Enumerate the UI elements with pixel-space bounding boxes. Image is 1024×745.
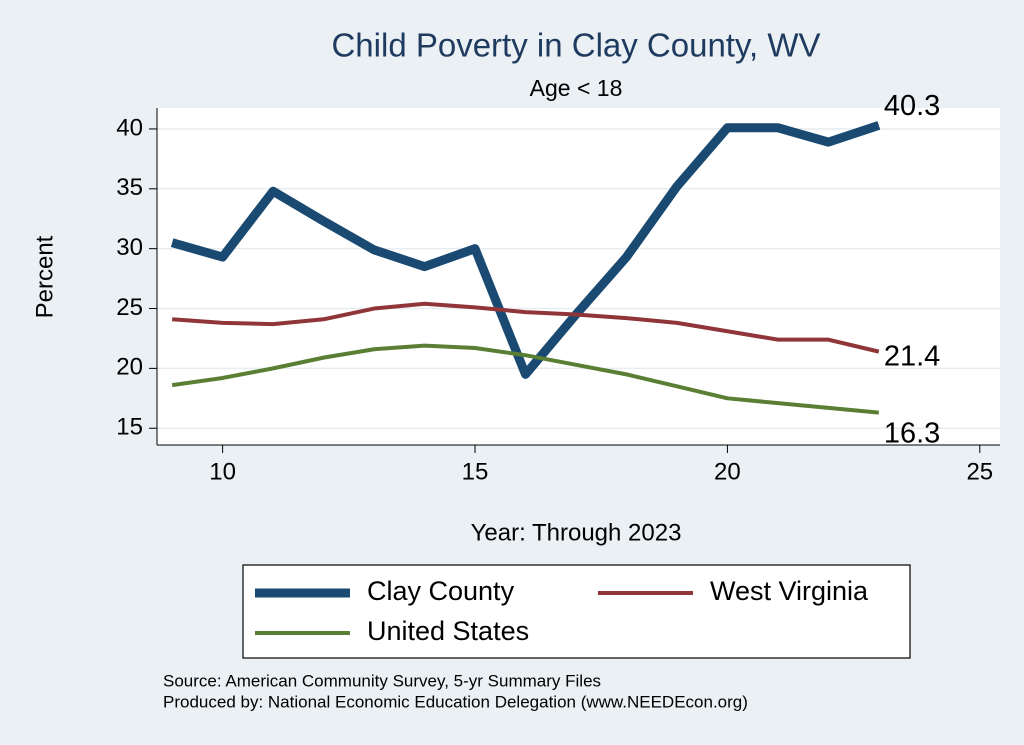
chart-title: Child Poverty in Clay County, WV xyxy=(331,27,820,64)
legend-label: Clay County xyxy=(367,576,515,606)
end-label: 21.4 xyxy=(884,340,940,372)
y-tick-label: 30 xyxy=(116,234,143,261)
x-tick-label: 15 xyxy=(462,458,489,485)
plot-area xyxy=(157,108,1000,445)
x-tick-label: 20 xyxy=(714,458,741,485)
chart-subtitle: Age < 18 xyxy=(530,75,623,101)
series-line xyxy=(171,343,880,415)
x-tick-label: 25 xyxy=(966,458,993,485)
y-tick-label: 25 xyxy=(116,294,143,321)
end-label: 16.3 xyxy=(884,417,940,449)
producer-note: Produced by: National Economic Education… xyxy=(163,692,748,711)
source-note: Source: American Community Survey, 5-yr … xyxy=(163,671,601,690)
y-tick-label: 40 xyxy=(116,114,143,141)
series-line xyxy=(170,121,881,379)
series-line xyxy=(172,301,880,354)
y-tick-label: 20 xyxy=(116,354,143,381)
legend xyxy=(242,564,911,659)
x-tick-label: 10 xyxy=(209,458,236,485)
y-tick-label: 15 xyxy=(116,414,143,441)
x-axis-label: Year: Through 2023 xyxy=(471,519,682,546)
y-axis-label: Percent xyxy=(31,235,58,318)
legend-label: West Virginia xyxy=(710,576,869,606)
end-label: 40.3 xyxy=(884,90,940,122)
y-tick-label: 35 xyxy=(116,174,143,201)
legend-label: United States xyxy=(367,616,529,646)
